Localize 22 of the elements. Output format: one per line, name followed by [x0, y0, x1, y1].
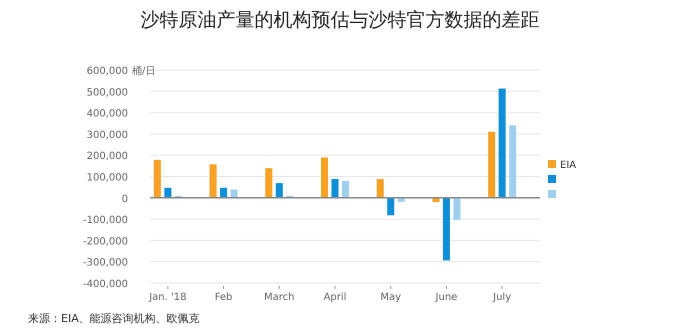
y-tick-label: -100,000	[83, 215, 128, 226]
source-note: 来源：EIA、能源咨询机构、欧佩克	[28, 312, 200, 325]
y-axis-title: 桶/日	[132, 65, 156, 77]
x-tick-label: Feb	[214, 292, 232, 303]
x-tick-label: Jan. '18	[148, 292, 186, 303]
y-tick-label: 600,000	[86, 66, 128, 77]
chart-title: 沙特原油产量的机构预估与沙特官方数据的差距	[140, 9, 540, 31]
x-tick-label: May	[380, 292, 402, 303]
y-tick-label: 400,000	[86, 108, 128, 120]
y-tick-label: -400,000	[83, 279, 128, 290]
y-tick-label: 0	[122, 194, 128, 205]
y-tick-label: 200,000	[86, 151, 128, 162]
y-tick-label: 100,000	[86, 172, 128, 184]
legend-label: EIA	[560, 160, 576, 171]
y-tick-label: 500,000	[86, 87, 128, 98]
y-tick-label: -300,000	[83, 258, 128, 269]
x-tick-label: April	[324, 292, 346, 303]
x-tick-label: March	[264, 292, 295, 303]
x-tick-label: July	[492, 292, 512, 303]
y-tick-label: 300,000	[86, 130, 128, 141]
y-tick-label: -200,000	[83, 236, 128, 248]
x-tick-label: June	[434, 292, 458, 303]
